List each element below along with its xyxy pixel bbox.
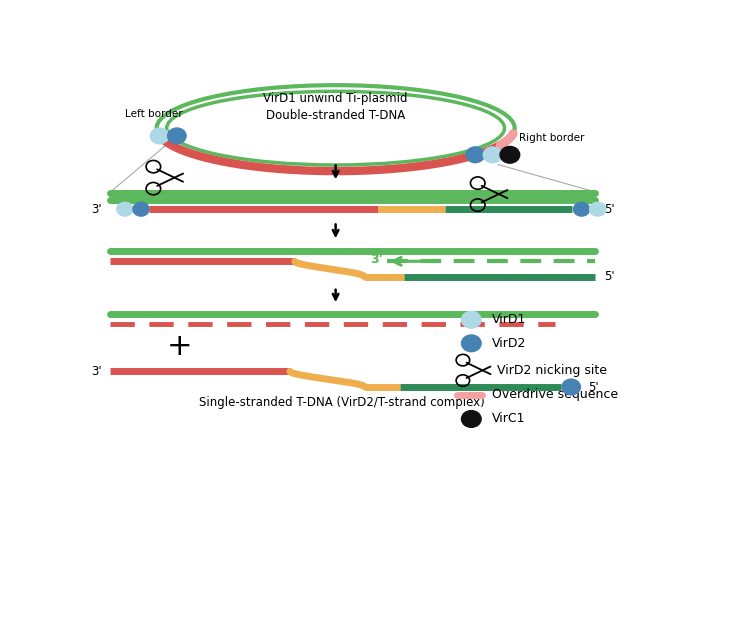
Text: +: + <box>167 332 192 361</box>
Text: 3': 3' <box>91 203 102 216</box>
Text: 3': 3' <box>370 253 382 266</box>
Circle shape <box>168 128 186 144</box>
Circle shape <box>466 147 484 163</box>
Circle shape <box>150 128 169 144</box>
Text: Right border: Right border <box>519 133 584 142</box>
Text: 5': 5' <box>589 380 599 394</box>
Text: VirD1: VirD1 <box>492 313 526 326</box>
Text: Single-stranded T-DNA (VirD2/T-strand complex): Single-stranded T-DNA (VirD2/T-strand co… <box>198 396 484 409</box>
Circle shape <box>133 202 149 216</box>
Text: 5': 5' <box>604 270 615 283</box>
Circle shape <box>461 335 481 352</box>
Text: VirC1: VirC1 <box>492 413 525 426</box>
Circle shape <box>117 202 133 216</box>
Text: VirD2 nicking site: VirD2 nicking site <box>498 364 607 377</box>
Circle shape <box>574 202 590 216</box>
Circle shape <box>562 379 580 395</box>
Text: VirD2: VirD2 <box>492 337 526 350</box>
Text: VirD1 unwind Ti-plasmid: VirD1 unwind Ti-plasmid <box>264 92 408 105</box>
Circle shape <box>461 311 481 328</box>
Text: 3': 3' <box>91 365 102 378</box>
Circle shape <box>500 147 520 163</box>
Circle shape <box>461 411 481 427</box>
Circle shape <box>484 147 502 163</box>
Text: Overdrive sequence: Overdrive sequence <box>492 389 618 401</box>
Circle shape <box>589 202 606 216</box>
Text: 5': 5' <box>604 203 615 216</box>
Text: Left border: Left border <box>125 108 183 119</box>
Text: Double-stranded T-DNA: Double-stranded T-DNA <box>266 109 405 122</box>
